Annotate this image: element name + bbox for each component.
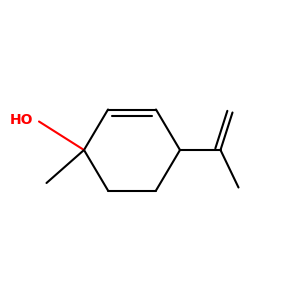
- Text: HO: HO: [10, 113, 33, 127]
